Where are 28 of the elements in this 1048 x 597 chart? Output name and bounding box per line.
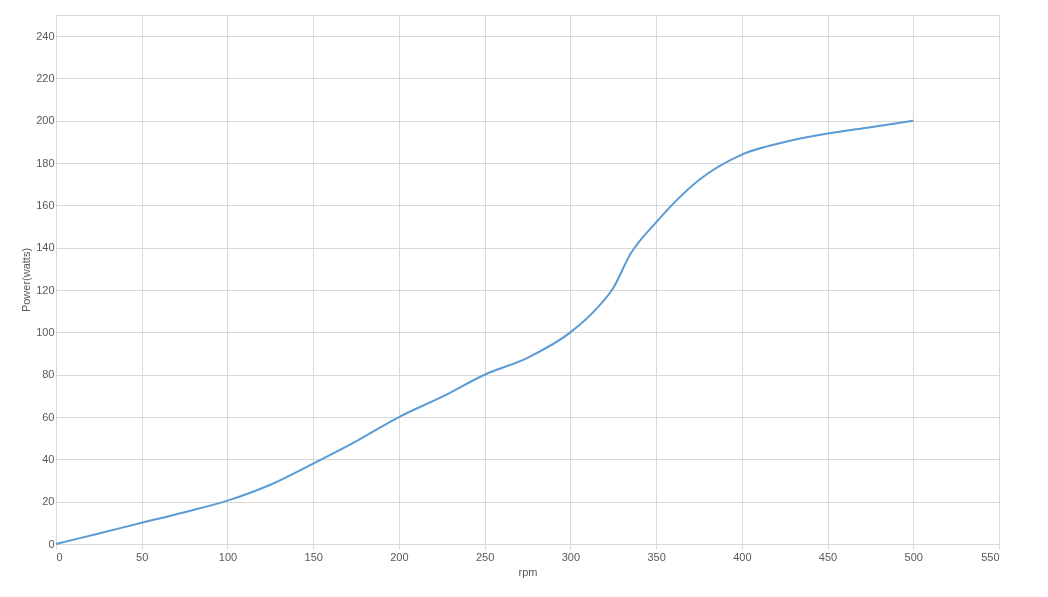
x-tick-label: 100: [218, 550, 238, 563]
y-tick-label: 180: [36, 156, 55, 169]
x-tick-label: 150: [304, 550, 323, 563]
x-tick-label: 550: [981, 550, 1000, 563]
x-tick-label: 350: [647, 550, 666, 563]
y-tick-label: 100: [36, 325, 55, 338]
x-tick-label: 50: [136, 550, 149, 563]
x-tick-label: 200: [390, 550, 409, 563]
y-tick-label: 140: [36, 241, 55, 254]
y-tick-label: 200: [36, 114, 55, 127]
x-tick-label: 250: [475, 550, 495, 563]
y-tick-label: 120: [36, 283, 55, 296]
y-tick-label: 0: [48, 537, 55, 550]
x-tick-label: 0: [56, 550, 63, 563]
y-axis-title: Power(watts): [20, 247, 33, 313]
x-tick-label: 400: [733, 550, 752, 563]
x-axis-title: rpm: [518, 565, 538, 578]
x-tick-label: 500: [904, 550, 923, 563]
y-tick-label: 60: [42, 410, 55, 423]
y-tick-label: 40: [42, 452, 55, 465]
line-series: [55, 119, 915, 545]
y-tick-label: 20: [42, 495, 55, 508]
x-tick-label: 300: [561, 550, 581, 563]
y-tick-label: 80: [42, 368, 55, 381]
y-tick-label: 160: [36, 198, 55, 211]
y-tick-label: 240: [36, 29, 55, 42]
y-tick-label: 220: [36, 71, 55, 84]
x-tick-label: 450: [818, 550, 838, 563]
